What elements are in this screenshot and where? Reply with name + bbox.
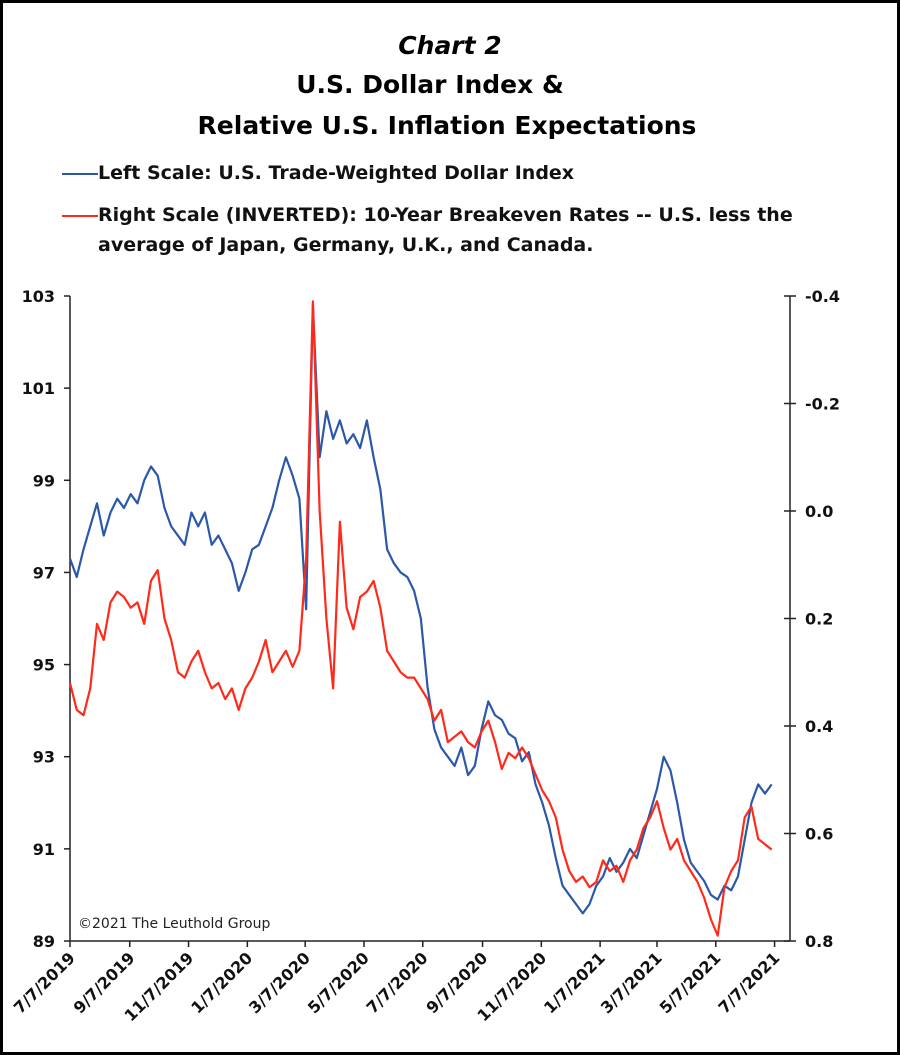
y-tick-label: 97 bbox=[33, 563, 55, 582]
x-tick-label: 3/7/2020 bbox=[245, 948, 314, 1017]
legend-entry: Right Scale (INVERTED): 10-Year Breakeve… bbox=[62, 200, 822, 260]
y2-tick-label: 0.6 bbox=[805, 825, 833, 844]
y2-tick-label: 0.4 bbox=[805, 717, 833, 736]
legend-entry: Left Scale: U.S. Trade-Weighted Dollar I… bbox=[62, 158, 822, 188]
series-line bbox=[68, 300, 773, 937]
series-line bbox=[68, 304, 773, 915]
x-tick-label: 5/7/2021 bbox=[656, 948, 725, 1017]
legend-label: Left Scale: U.S. Trade-Weighted Dollar I… bbox=[98, 162, 575, 184]
y-tick-label: 95 bbox=[33, 656, 55, 675]
x-tick-label: 1/7/2020 bbox=[187, 948, 256, 1017]
y-tick-label: 89 bbox=[33, 932, 55, 951]
y2-tick-label: 0.0 bbox=[805, 502, 833, 521]
y-tick-label: 103 bbox=[22, 287, 55, 306]
chart-subtitle: Relative U.S. Inflation Expectations bbox=[198, 111, 697, 140]
y2-tick-label: 0.2 bbox=[805, 610, 833, 629]
annotation: ©2021 The Leuthold Group bbox=[78, 916, 270, 932]
y2-tick-label: 0.8 bbox=[805, 932, 833, 951]
y2-tick-label: -0.4 bbox=[805, 287, 840, 306]
chart-title: Chart 2 bbox=[398, 31, 501, 60]
y-tick-label: 93 bbox=[33, 748, 55, 767]
x-tick-label: 3/7/2021 bbox=[597, 948, 666, 1017]
x-tick-label: 5/7/2020 bbox=[304, 948, 373, 1017]
y-tick-label: 101 bbox=[22, 379, 55, 398]
y-tick-label: 91 bbox=[33, 840, 55, 859]
x-tick-label: 7/7/2019 bbox=[10, 948, 79, 1017]
legend-swatch bbox=[62, 215, 98, 217]
legend-swatch bbox=[62, 173, 98, 175]
x-tick-label: 7/7/2020 bbox=[363, 948, 432, 1017]
legend-label: Right Scale (INVERTED): 10-Year Breakeve… bbox=[98, 204, 793, 256]
chart-subtitle: U.S. Dollar Index & bbox=[296, 70, 564, 99]
legend: Left Scale: U.S. Trade-Weighted Dollar I… bbox=[62, 158, 822, 272]
x-tick-label: 7/7/2021 bbox=[714, 948, 783, 1017]
y-tick-label: 99 bbox=[33, 471, 55, 490]
y2-tick-label: -0.2 bbox=[805, 395, 840, 414]
